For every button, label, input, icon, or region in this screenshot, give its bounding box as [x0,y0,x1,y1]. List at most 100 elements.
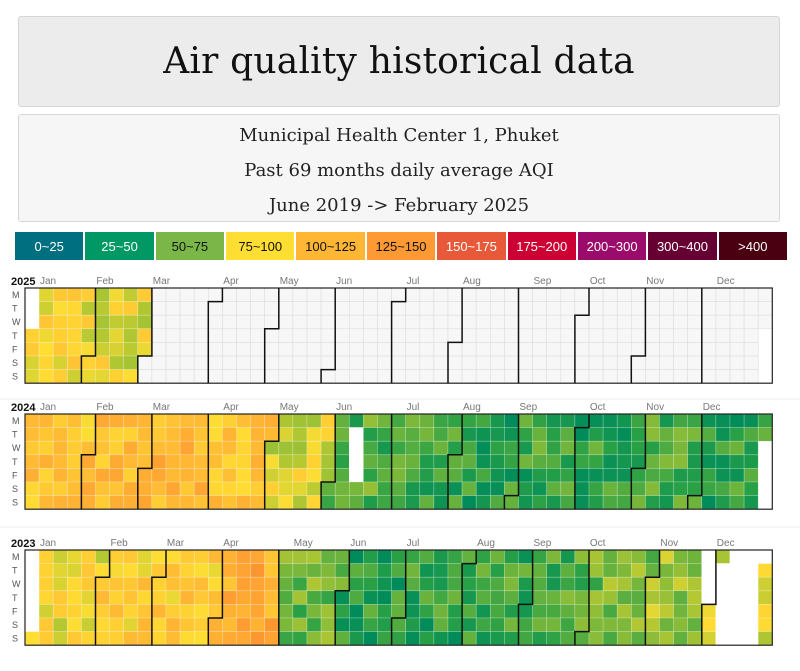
day-cell [348,481,364,496]
day-cell [433,413,449,428]
day-cell [151,617,167,632]
year-frame [24,287,773,384]
day-cell [320,454,336,469]
month-label: Dec [717,276,735,287]
day-cell [306,369,322,384]
day-cell [264,631,280,646]
day-cell [447,617,463,632]
day-cell [504,549,519,564]
day-cell [292,468,308,483]
day-cell [334,413,350,428]
day-cell [377,604,392,619]
day-cell [701,617,717,632]
day-cell [193,287,209,302]
day-cell [306,617,322,632]
day-cell [95,617,110,632]
day-cell [348,549,364,564]
day-cell [588,314,604,330]
day-cell [433,495,449,510]
day-cell [236,549,251,564]
day-cell [137,495,153,510]
day-cell [461,549,477,564]
day-cell [264,287,280,302]
weekday-label: S [12,358,18,368]
day-cell [687,301,703,316]
day-cell [363,369,378,384]
day-cell [475,576,491,592]
day-cell [137,563,153,578]
day-cell [560,314,576,330]
day-cell [250,328,266,343]
day-cell [701,328,717,343]
day-cell [715,440,731,456]
day-cell [560,369,576,384]
month-separator [320,288,336,384]
day-cell [193,314,209,330]
day-cell [95,631,110,646]
day-cell [560,328,576,343]
day-cell [320,287,336,302]
month-label: May [280,402,299,413]
day-cell [715,549,731,564]
day-cell [250,617,266,632]
day-cell [137,604,153,619]
day-cell [320,631,336,646]
day-cell [673,495,688,510]
day-cell [377,468,392,483]
day-cell [67,631,82,646]
day-cell [67,369,82,384]
day-cell [475,563,491,578]
day-cell [743,355,759,370]
month-separator [447,414,463,510]
day-cell [95,314,110,330]
day-cell [137,413,153,428]
day-cell [81,495,96,510]
day-cell [532,440,547,456]
day-cell [574,590,590,605]
day-cell [391,563,407,578]
day-cell [504,576,519,592]
day-cell [673,301,688,316]
day-cell [391,413,407,428]
day-cell [391,355,407,370]
day-cell [151,369,167,384]
day-cell [193,495,209,510]
day-cell [588,468,604,483]
day-cell [616,355,632,370]
day-cell [67,468,82,483]
day-cell [447,481,463,496]
day-cell [532,369,547,384]
day-cell [616,328,632,343]
day-cell [137,328,153,343]
day-cell [179,495,195,510]
day-cell [391,468,407,483]
day-cell [630,355,646,370]
day-cell [278,617,294,632]
day-cell [602,468,618,483]
day-cell [278,427,294,442]
day-cell [348,314,364,330]
day-cell [38,301,54,316]
month-separator [574,288,590,384]
day-cell [546,342,562,357]
day-cell [24,314,40,330]
weekday-label: S [12,484,18,494]
day-cell [518,495,533,510]
weekday-label: F [12,470,18,480]
day-cell [546,301,562,316]
day-cell [264,369,280,384]
day-cell [588,576,604,592]
day-cell [123,617,139,632]
day-cell [123,495,139,510]
day-cell [715,427,731,442]
legend-item: 25~50 [85,232,154,260]
day-cell [334,549,350,564]
day-cell [38,413,54,428]
day-cell [630,604,646,619]
day-cell [461,369,477,384]
day-cell [377,576,392,592]
day-cell [757,427,773,442]
legend-item: 125~150 [366,232,436,260]
day-cell [757,314,773,330]
day-cell [250,631,266,646]
